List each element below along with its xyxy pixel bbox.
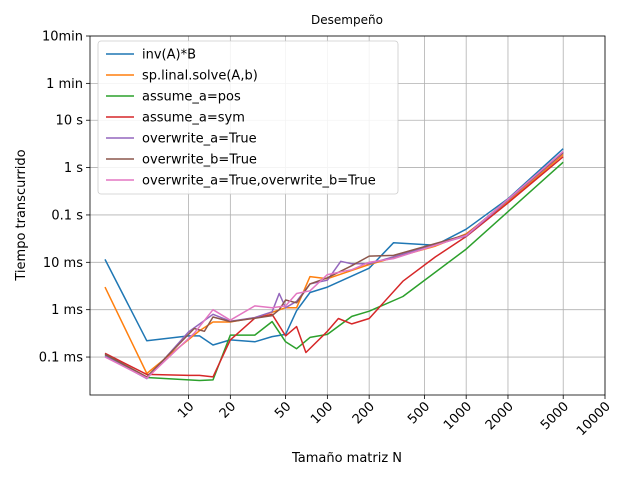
legend-box (97, 40, 399, 195)
y-tick-label: 1 min (46, 77, 83, 92)
x-tick-label: 10000 (574, 399, 614, 439)
x-tick-label: 500 (405, 399, 433, 427)
y-tick-label: 1 ms (51, 303, 83, 318)
plot-frame (89, 35, 606, 396)
legend-label: overwrite_a=True,overwrite_b=True (142, 174, 376, 189)
y-tick-label: 0.1 s (51, 208, 83, 223)
y-tick-label: 1 s (64, 161, 83, 176)
x-tick-label: 10 (175, 399, 197, 421)
y-tick-label: 10min (42, 30, 83, 45)
x-tick-label: 5000 (538, 399, 572, 433)
legend-label: sp.linal.solve(A,b) (142, 69, 258, 84)
legend: inv(A)*B sp.linal.solve(A,b) assume_a=posa… (97, 40, 399, 195)
y-tick-label: 10 s (56, 114, 84, 129)
x-tick-label: 50 (272, 399, 294, 421)
x-tick-label: 2000 (483, 399, 517, 433)
legend-label: assume_a=sym (142, 111, 245, 126)
x-tick-label: 20 (217, 399, 239, 421)
series-layer (104, 148, 564, 382)
series-line-3 (104, 156, 564, 378)
x-tick-label: 200 (350, 399, 378, 427)
x-tick-label: 1000 (441, 399, 475, 433)
x-axis-title: Tamaño matriz N (291, 451, 402, 466)
legend-label: assume_a=pos (142, 90, 241, 105)
y-tick-label: 10 ms (43, 256, 83, 271)
x-tick-label: 100 (308, 399, 336, 427)
chart-title: Desempeño (311, 13, 383, 27)
legend-label: overwrite_b=True (142, 153, 257, 168)
y-tick-label: 0.1 ms (39, 351, 83, 366)
legend-label: inv(A)*B (142, 48, 196, 63)
legend-label: overwrite_a=True (142, 132, 257, 147)
series-line-5 (104, 151, 564, 378)
y-axis-title: Tiempo transcurrido (14, 149, 29, 281)
series-line-6 (104, 150, 564, 379)
